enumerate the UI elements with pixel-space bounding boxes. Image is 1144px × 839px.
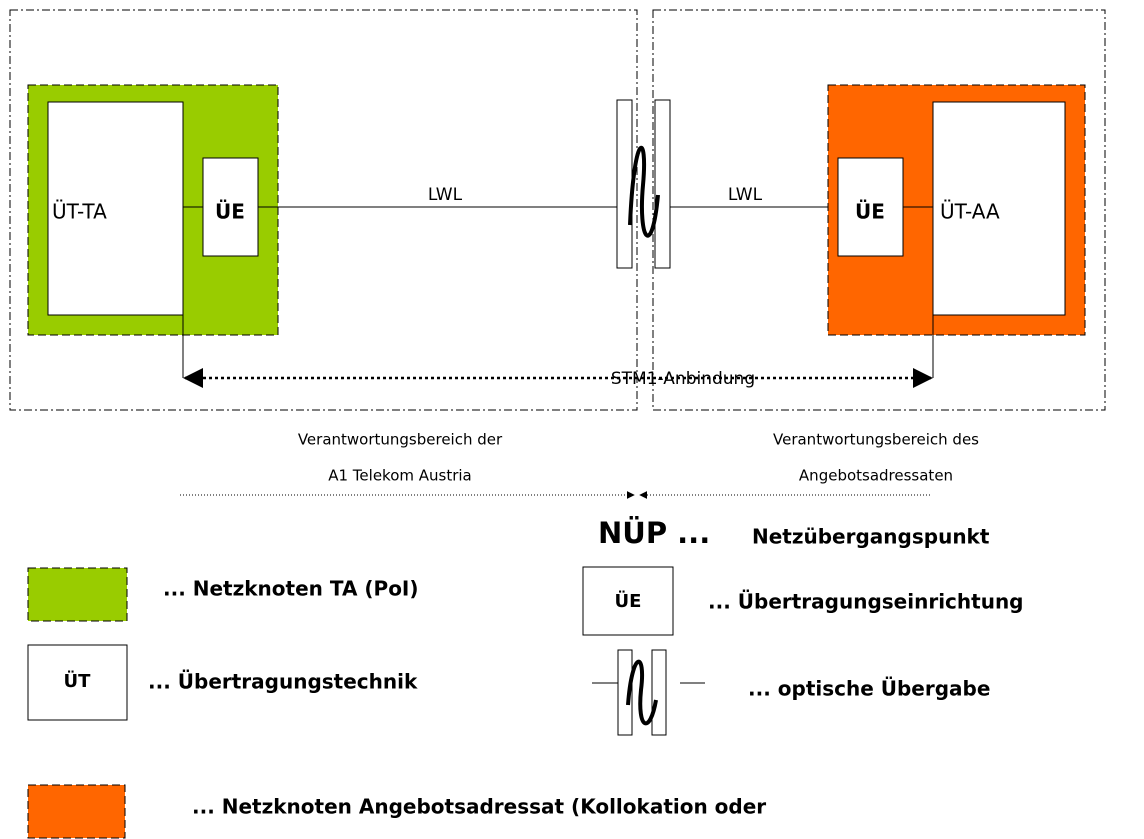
legend-handover xyxy=(617,649,633,736)
resp-label: Verantwortungsbereich des xyxy=(773,431,979,449)
legend-ut xyxy=(27,644,128,721)
ut-label: ÜT-TA xyxy=(52,200,107,224)
handover xyxy=(616,99,633,269)
ut-box xyxy=(47,101,184,316)
ue-label: ÜE xyxy=(215,200,245,224)
fiber-label: LWL xyxy=(428,185,463,205)
ut-box xyxy=(932,101,1066,316)
legend-ue xyxy=(582,566,674,636)
area-left xyxy=(9,9,638,411)
ut-label: ÜT-AA xyxy=(940,200,1000,224)
legend-handover xyxy=(651,649,667,736)
legend-text: ... optische Übergabe xyxy=(748,677,990,701)
fiber-label: LWL xyxy=(728,185,763,205)
legend-symbol: ÜT xyxy=(64,670,92,692)
legend-text: ... Netzknoten TA (PoI) xyxy=(163,577,419,601)
handover xyxy=(654,99,671,269)
resp-label: Angebotsadressaten xyxy=(799,467,953,485)
legend-text: ... Netzknoten Angebotsadressat (Kolloka… xyxy=(192,795,766,819)
ue-box xyxy=(202,157,259,257)
resp-label: A1 Telekom Austria xyxy=(328,467,472,485)
legend-wave xyxy=(626,659,658,726)
resp-label: Verantwortungsbereich der xyxy=(298,431,503,449)
legend-swatch xyxy=(27,567,128,622)
wave xyxy=(628,145,660,238)
legend-symbol: ÜE xyxy=(615,590,642,612)
nup-text: Netzübergangspunkt xyxy=(752,525,990,549)
nup-abbr: NÜP ... xyxy=(598,516,710,550)
area-right xyxy=(652,9,1106,411)
stm1-label: STM1-Anbindung xyxy=(611,369,755,389)
ue-label: ÜE xyxy=(855,200,885,224)
legend-text: ... Übertragungseinrichtung xyxy=(708,590,1024,614)
legend-text: ... Übertragungstechnik xyxy=(148,670,418,694)
legend-swatch xyxy=(27,784,126,839)
